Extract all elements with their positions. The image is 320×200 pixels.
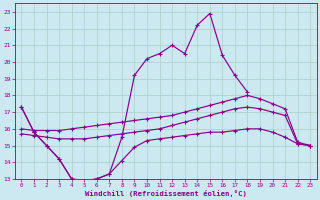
X-axis label: Windchill (Refroidissement éolien,°C): Windchill (Refroidissement éolien,°C)	[85, 190, 247, 197]
